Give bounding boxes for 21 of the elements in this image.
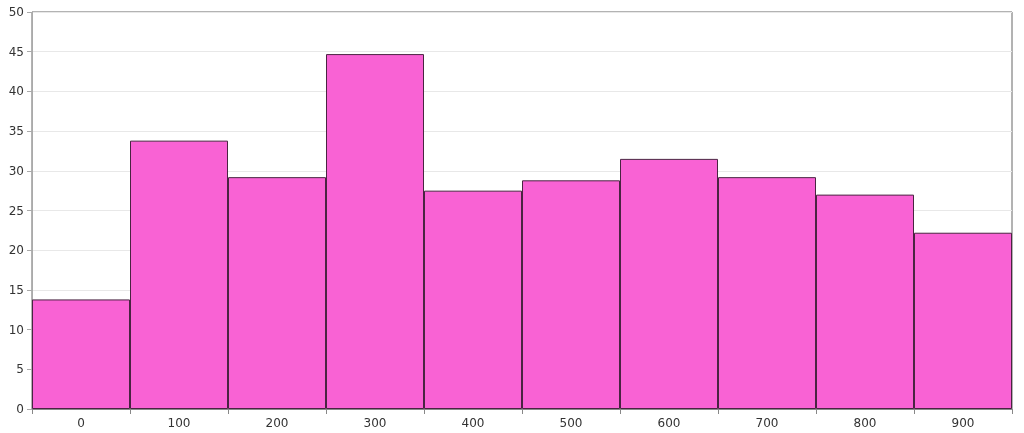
x-tick-label: 900 (951, 416, 975, 430)
y-tick-label: 20 (8, 243, 24, 258)
y-tick-label: 10 (8, 322, 24, 337)
x-tick-label: 100 (167, 416, 191, 430)
y-tick-label: 5 (16, 362, 24, 377)
x-tick-label: 700 (755, 416, 779, 430)
y-tick-label: 35 (8, 124, 24, 139)
x-tick-label: 400 (461, 416, 485, 430)
x-tick-label: 500 (559, 416, 583, 430)
y-tick-label: 30 (8, 163, 24, 178)
x-tick-label: 300 (363, 416, 387, 430)
x-tick-label: 0 (77, 416, 85, 430)
y-tick-label: 50 (8, 5, 24, 19)
x-tick-label: 200 (265, 416, 289, 430)
x-tick-label: 800 (853, 416, 877, 430)
y-tick-label: 0 (16, 402, 24, 416)
y-tick-label: 25 (8, 203, 24, 218)
x-tick-label: 600 (657, 416, 681, 430)
y-tick-label: 15 (8, 282, 24, 297)
y-tick-label: 40 (8, 84, 24, 99)
y-tick-label: 45 (8, 44, 24, 59)
